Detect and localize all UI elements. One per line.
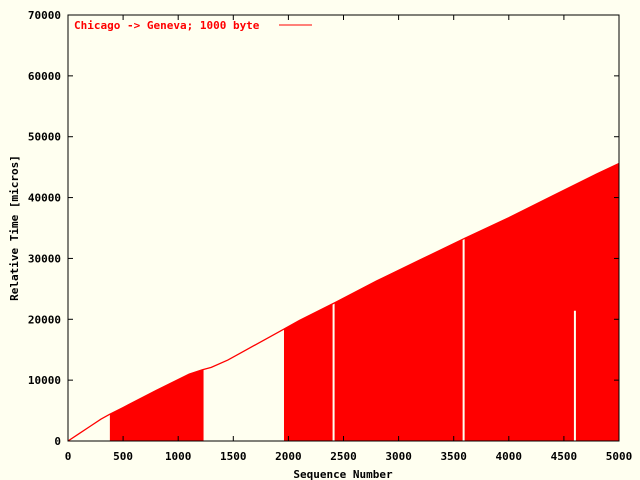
x-tick-label-5: 2500: [330, 450, 357, 463]
filled-span-1: [283, 163, 619, 441]
y-axis-ticks: 0 10000 20000 30000 40000 50000 60000 70000: [28, 9, 619, 448]
x-tick-label-4: 2000: [275, 450, 302, 463]
x-tick-label-0: 0: [65, 450, 72, 463]
y-tick-label-7: 70000: [28, 9, 61, 22]
plot-frame: [67, 14, 620, 442]
series-line: [67, 162, 620, 442]
x-axis-label: Sequence Number: [293, 468, 393, 480]
y-tick-label-3: 30000: [28, 252, 61, 265]
x-tick-label-10: 5000: [606, 450, 633, 463]
y-tick-label-0: 0: [54, 435, 61, 448]
y-tick-label-6: 60000: [28, 70, 61, 83]
y-tick-label-1: 10000: [28, 374, 61, 387]
x-tick-label-3: 1500: [220, 450, 247, 463]
x-tick-label-6: 3000: [385, 450, 412, 463]
legend-label: Chicago -> Geneva; 1000 byte: [74, 19, 260, 32]
data-line: [67, 162, 620, 442]
data-gaps: [332, 238, 576, 441]
x-tick-label-1: 500: [113, 450, 133, 463]
x-axis-ticks: 0 500 1000 1500 2000 2500 3000 3500 4000 4500 5000: [65, 15, 633, 463]
x-tick-label-7: 3500: [440, 450, 467, 463]
filled-span-0: [109, 369, 204, 441]
y-axis-label: Relative Time [micros]: [8, 155, 21, 301]
x-tick-label-2: 1000: [165, 450, 192, 463]
data-fills: [109, 163, 619, 441]
y-tick-label-2: 20000: [28, 313, 61, 326]
legend: Chicago -> Geneva; 1000 byte: [74, 19, 312, 32]
x-tick-label-8: 4000: [496, 450, 523, 463]
x-tick-label-9: 4500: [551, 450, 578, 463]
y-tick-label-5: 50000: [28, 131, 61, 144]
y-tick-label-4: 40000: [28, 192, 61, 205]
